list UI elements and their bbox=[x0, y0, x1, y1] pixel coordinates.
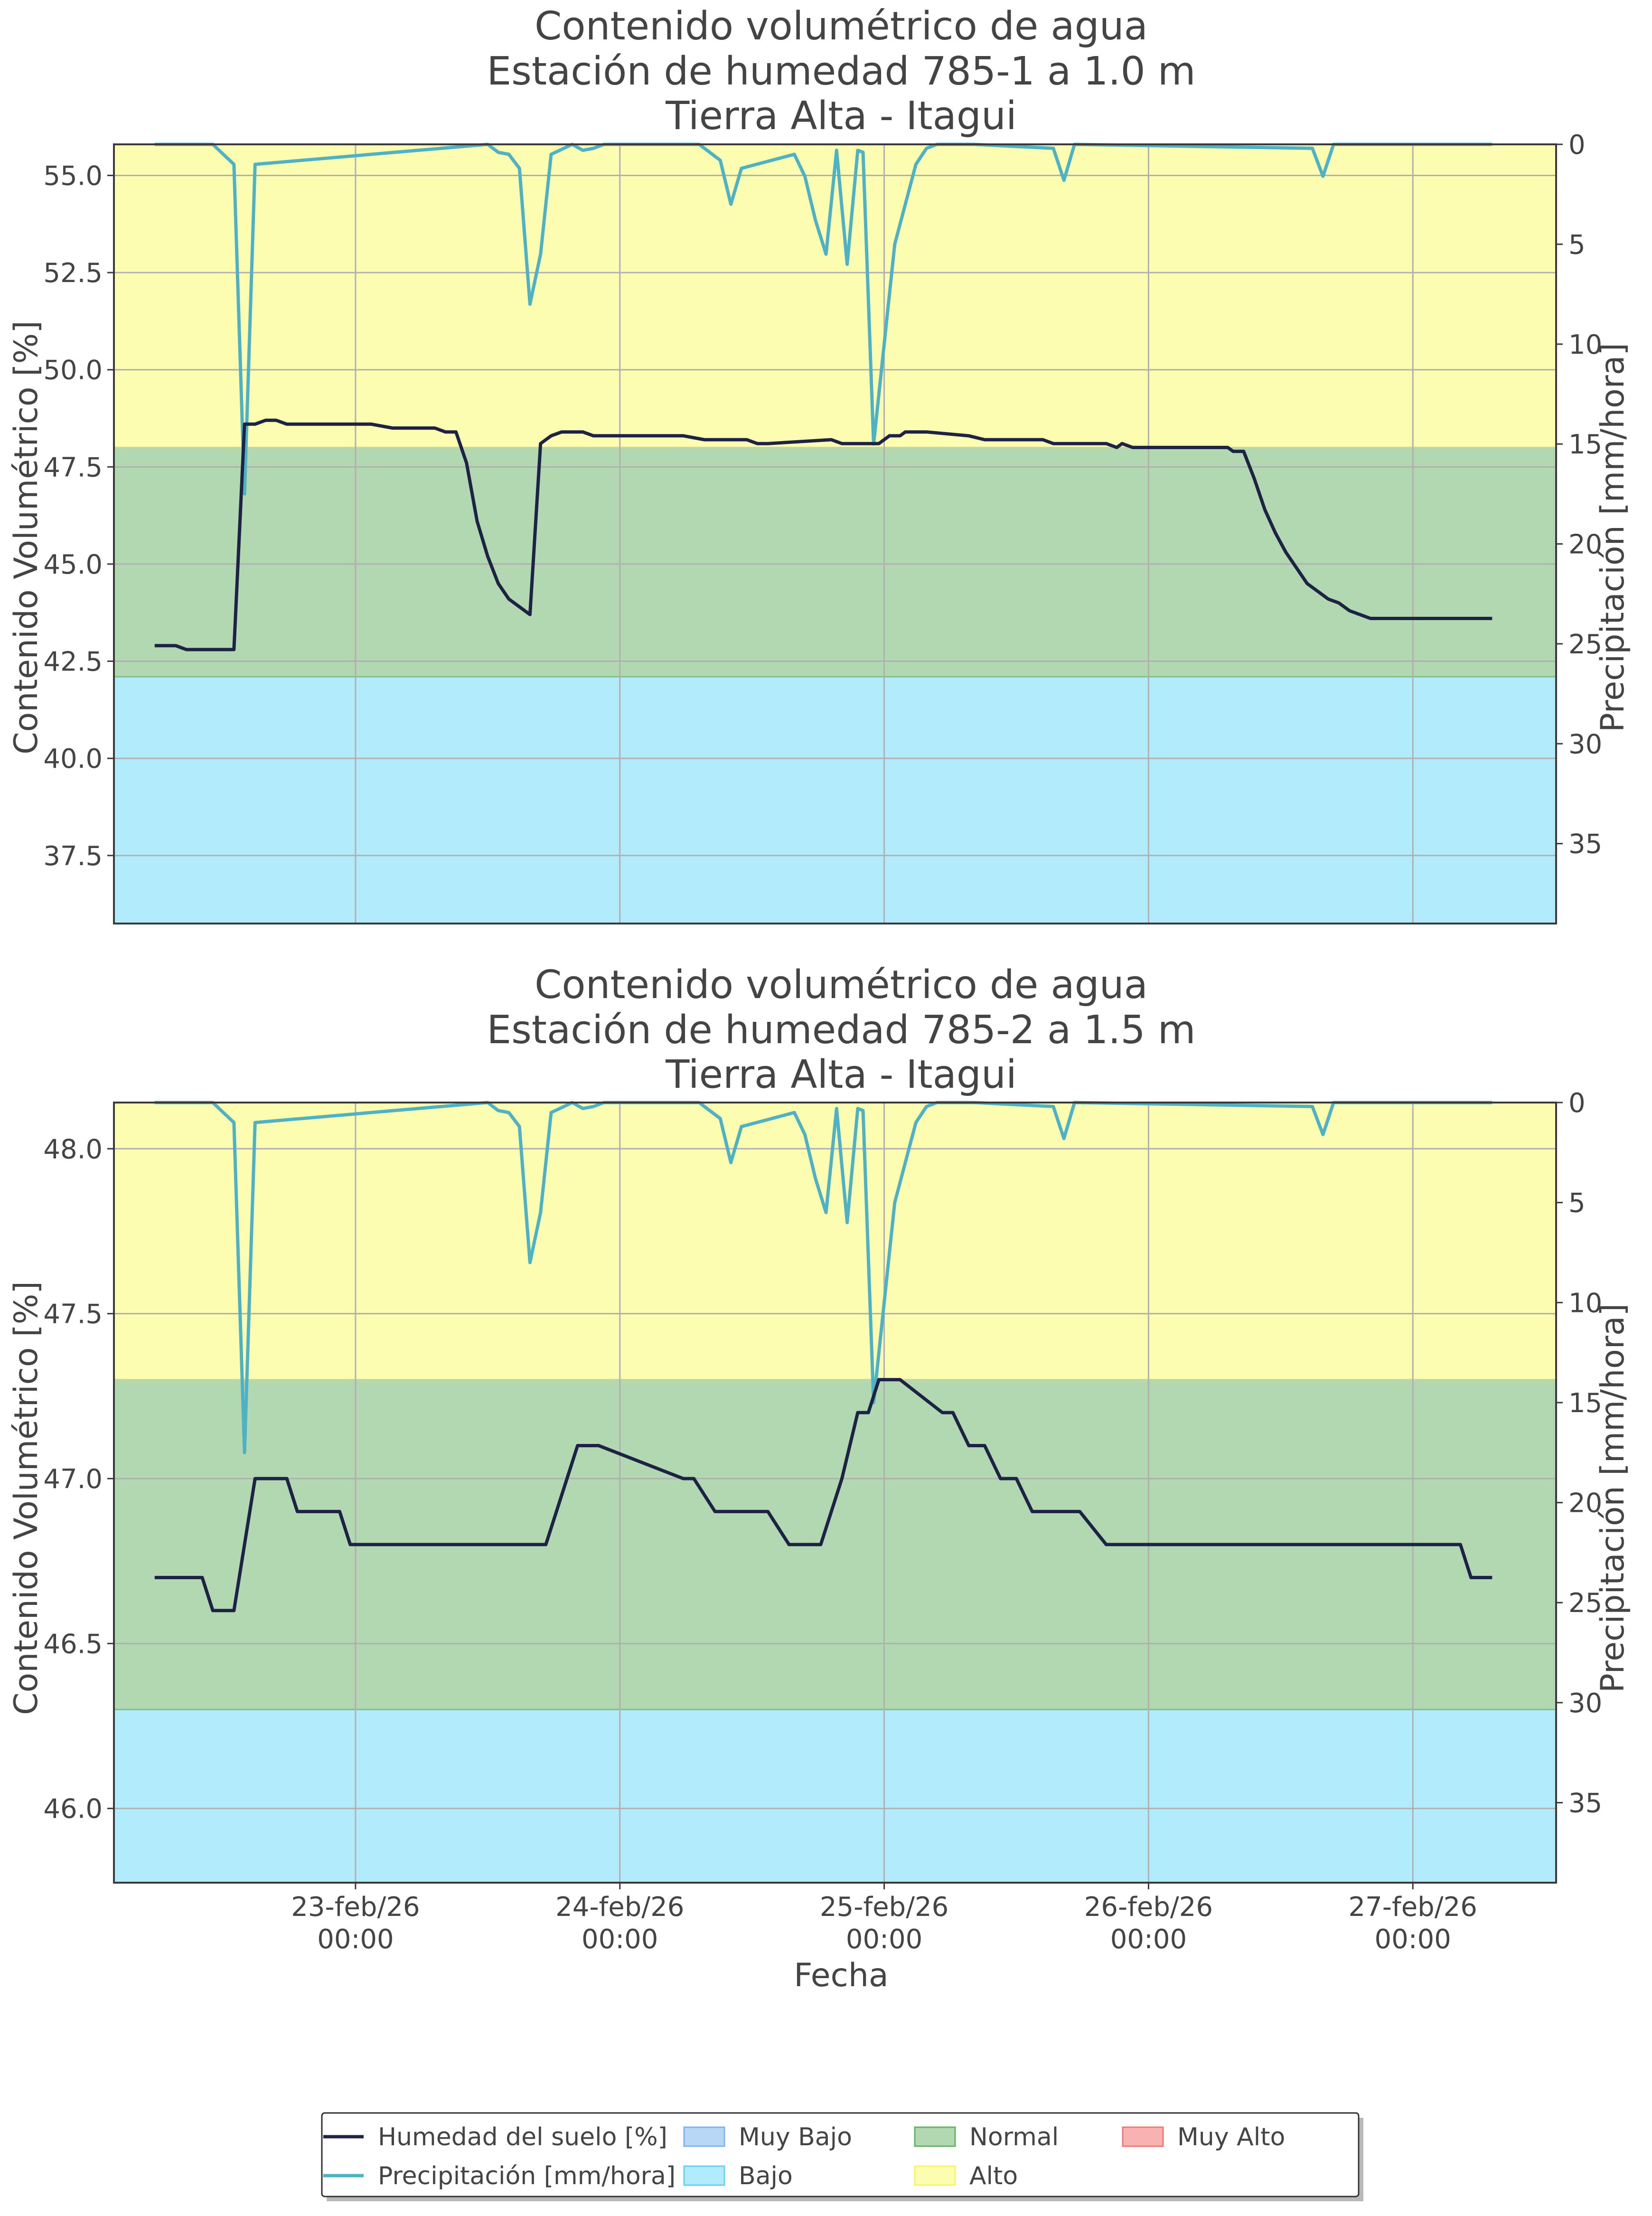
legend-label: Muy Alto bbox=[1177, 2123, 1285, 2151]
legend-label: Humedad del suelo [%] bbox=[378, 2123, 667, 2151]
x-tick-label-date: 25-feb/26 bbox=[820, 1892, 948, 1923]
zone-alto bbox=[114, 144, 1556, 448]
y-axis-right-label: Precipitación [mm/hora] bbox=[1594, 343, 1632, 732]
legend-patch-swatch bbox=[914, 2165, 956, 2186]
y-tick-label: 55.0 bbox=[43, 160, 103, 191]
zones bbox=[114, 144, 1556, 924]
y2-tick-label: 35 bbox=[1568, 829, 1602, 860]
y-axis-right-ticks: 0 5 10 15 20 25 30 35 bbox=[1556, 1088, 1602, 1819]
grid bbox=[114, 144, 1556, 924]
grid bbox=[114, 1103, 1556, 1883]
y2-tick-label: 0 bbox=[1568, 1088, 1586, 1119]
x-axis-ticks: 23-feb/2600:0024-feb/2600:0025-feb/2600:… bbox=[291, 1883, 1477, 1955]
chart-title-line-2: Estación de humedad 785-2 a 1.5 m bbox=[487, 1008, 1195, 1053]
legend-label: Bajo bbox=[739, 2162, 793, 2190]
y2-tick-label: 25 bbox=[1568, 1588, 1602, 1619]
y-tick-label: 45.0 bbox=[43, 549, 103, 580]
y-tick-label: 46.0 bbox=[43, 1794, 103, 1825]
y-tick-label: 46.5 bbox=[43, 1629, 103, 1660]
x-tick-label-date: 27-feb/26 bbox=[1349, 1892, 1477, 1923]
chart-title-line-2: Estación de humedad 785-1 a 1.0 m bbox=[487, 49, 1195, 94]
y-tick-label: 52.5 bbox=[43, 258, 103, 289]
y-axis-left-ticks: 37.5 40.0 42.5 45.0 47.5 50.0 52.5 55.0 bbox=[43, 160, 114, 872]
x-tick-label-date: 26-feb/26 bbox=[1084, 1892, 1213, 1923]
plot-frame bbox=[113, 143, 1557, 924]
y-tick-label: 40.0 bbox=[43, 744, 103, 774]
humidity-line bbox=[154, 1378, 1492, 1612]
y2-tick-label: 30 bbox=[1568, 729, 1602, 760]
y-tick-label: 37.5 bbox=[43, 841, 103, 872]
y2-tick-label: 35 bbox=[1568, 1788, 1602, 1819]
legend-patch-swatch bbox=[683, 2165, 725, 2186]
y-tick-label: 48.0 bbox=[43, 1134, 103, 1165]
legend-patch-swatch bbox=[914, 2126, 956, 2147]
x-tick-label-time: 00:00 bbox=[1110, 1924, 1187, 1955]
y-tick-label: 50.0 bbox=[43, 355, 103, 386]
y-tick-label: 42.5 bbox=[43, 647, 103, 678]
y2-tick-label: 15 bbox=[1568, 1388, 1602, 1419]
zone-alto bbox=[114, 1103, 1556, 1380]
x-tick-label-time: 00:00 bbox=[846, 1924, 922, 1955]
chart-title-line-3: Tierra Alta - Itagui bbox=[665, 94, 1016, 139]
y-axis-right-ticks: 0 5 10 15 20 25 30 35 bbox=[1556, 130, 1602, 860]
y-axis-left-ticks: 46.0 46.5 47.0 47.5 48.0 bbox=[43, 1134, 114, 1825]
legend-patch-swatch bbox=[1122, 2126, 1164, 2147]
plot-frame bbox=[113, 1102, 1557, 1884]
y2-tick-label: 5 bbox=[1568, 1188, 1586, 1219]
y2-tick-label: 25 bbox=[1568, 629, 1602, 660]
legend-entries: Humedad del suelo [%] Precipitación [mm/h… bbox=[323, 2123, 1285, 2190]
x-tick-label-time: 00:00 bbox=[317, 1924, 394, 1955]
y-axis-right-label: Precipitación [mm/hora] bbox=[1594, 1303, 1632, 1693]
y-tick-label: 47.5 bbox=[43, 1299, 103, 1330]
y2-tick-label: 0 bbox=[1568, 130, 1586, 160]
y2-tick-label: 30 bbox=[1568, 1688, 1602, 1719]
x-axis-label: Fecha bbox=[794, 1957, 888, 1994]
x-tick-label-time: 00:00 bbox=[1375, 1924, 1451, 1955]
y2-tick-label: 20 bbox=[1568, 1488, 1602, 1519]
y2-tick-label: 5 bbox=[1568, 229, 1586, 260]
legend-label: Precipitación [mm/hora] bbox=[378, 2162, 676, 2190]
y2-tick-label: 15 bbox=[1568, 429, 1602, 460]
humidity-line bbox=[154, 418, 1492, 651]
y2-tick-label: 20 bbox=[1568, 529, 1602, 560]
legend-label: Alto bbox=[969, 2162, 1018, 2190]
y2-tick-label: 10 bbox=[1568, 330, 1602, 360]
y-tick-label: 47.0 bbox=[43, 1464, 103, 1495]
legend-label: Normal bbox=[969, 2123, 1059, 2151]
chart-title-line-3: Tierra Alta - Itagui bbox=[665, 1052, 1016, 1097]
y2-tick-label: 10 bbox=[1568, 1288, 1602, 1319]
chart-title-line-1: Contenido volumétrico de agua bbox=[535, 4, 1148, 49]
chart-title-line-1: Contenido volumétrico de agua bbox=[535, 962, 1148, 1008]
legend: Humedad del suelo [%] Precipitación [mm/h… bbox=[321, 2112, 1363, 2201]
legend-label: Muy Bajo bbox=[739, 2123, 852, 2151]
x-tick-label-time: 00:00 bbox=[582, 1924, 658, 1955]
chart-panel-1: 37.5 40.0 42.5 45.0 47.5 50.0 52.5 55.0 0 5 10 15 2… bbox=[8, 4, 1632, 924]
zone-bajo bbox=[114, 677, 1556, 924]
zones bbox=[114, 1103, 1556, 1883]
y-tick-label: 47.5 bbox=[43, 452, 103, 483]
zone-bajo bbox=[114, 1709, 1556, 1883]
x-tick-label-date: 24-feb/26 bbox=[555, 1892, 684, 1923]
zone-normal bbox=[114, 447, 1556, 677]
legend-patch-swatch bbox=[683, 2126, 725, 2147]
y-axis-left-label: Contenido Volumétrico [%] bbox=[8, 321, 45, 754]
x-tick-label-date: 23-feb/26 bbox=[291, 1892, 420, 1923]
y-axis-left-label: Contenido Volumétrico [%] bbox=[8, 1281, 45, 1715]
chart-panel-2: 46.0 46.5 47.0 47.5 48.0 0 5 10 15 20 25 30 35 Cont… bbox=[8, 962, 1632, 1884]
legend-box bbox=[321, 2112, 1360, 2197]
